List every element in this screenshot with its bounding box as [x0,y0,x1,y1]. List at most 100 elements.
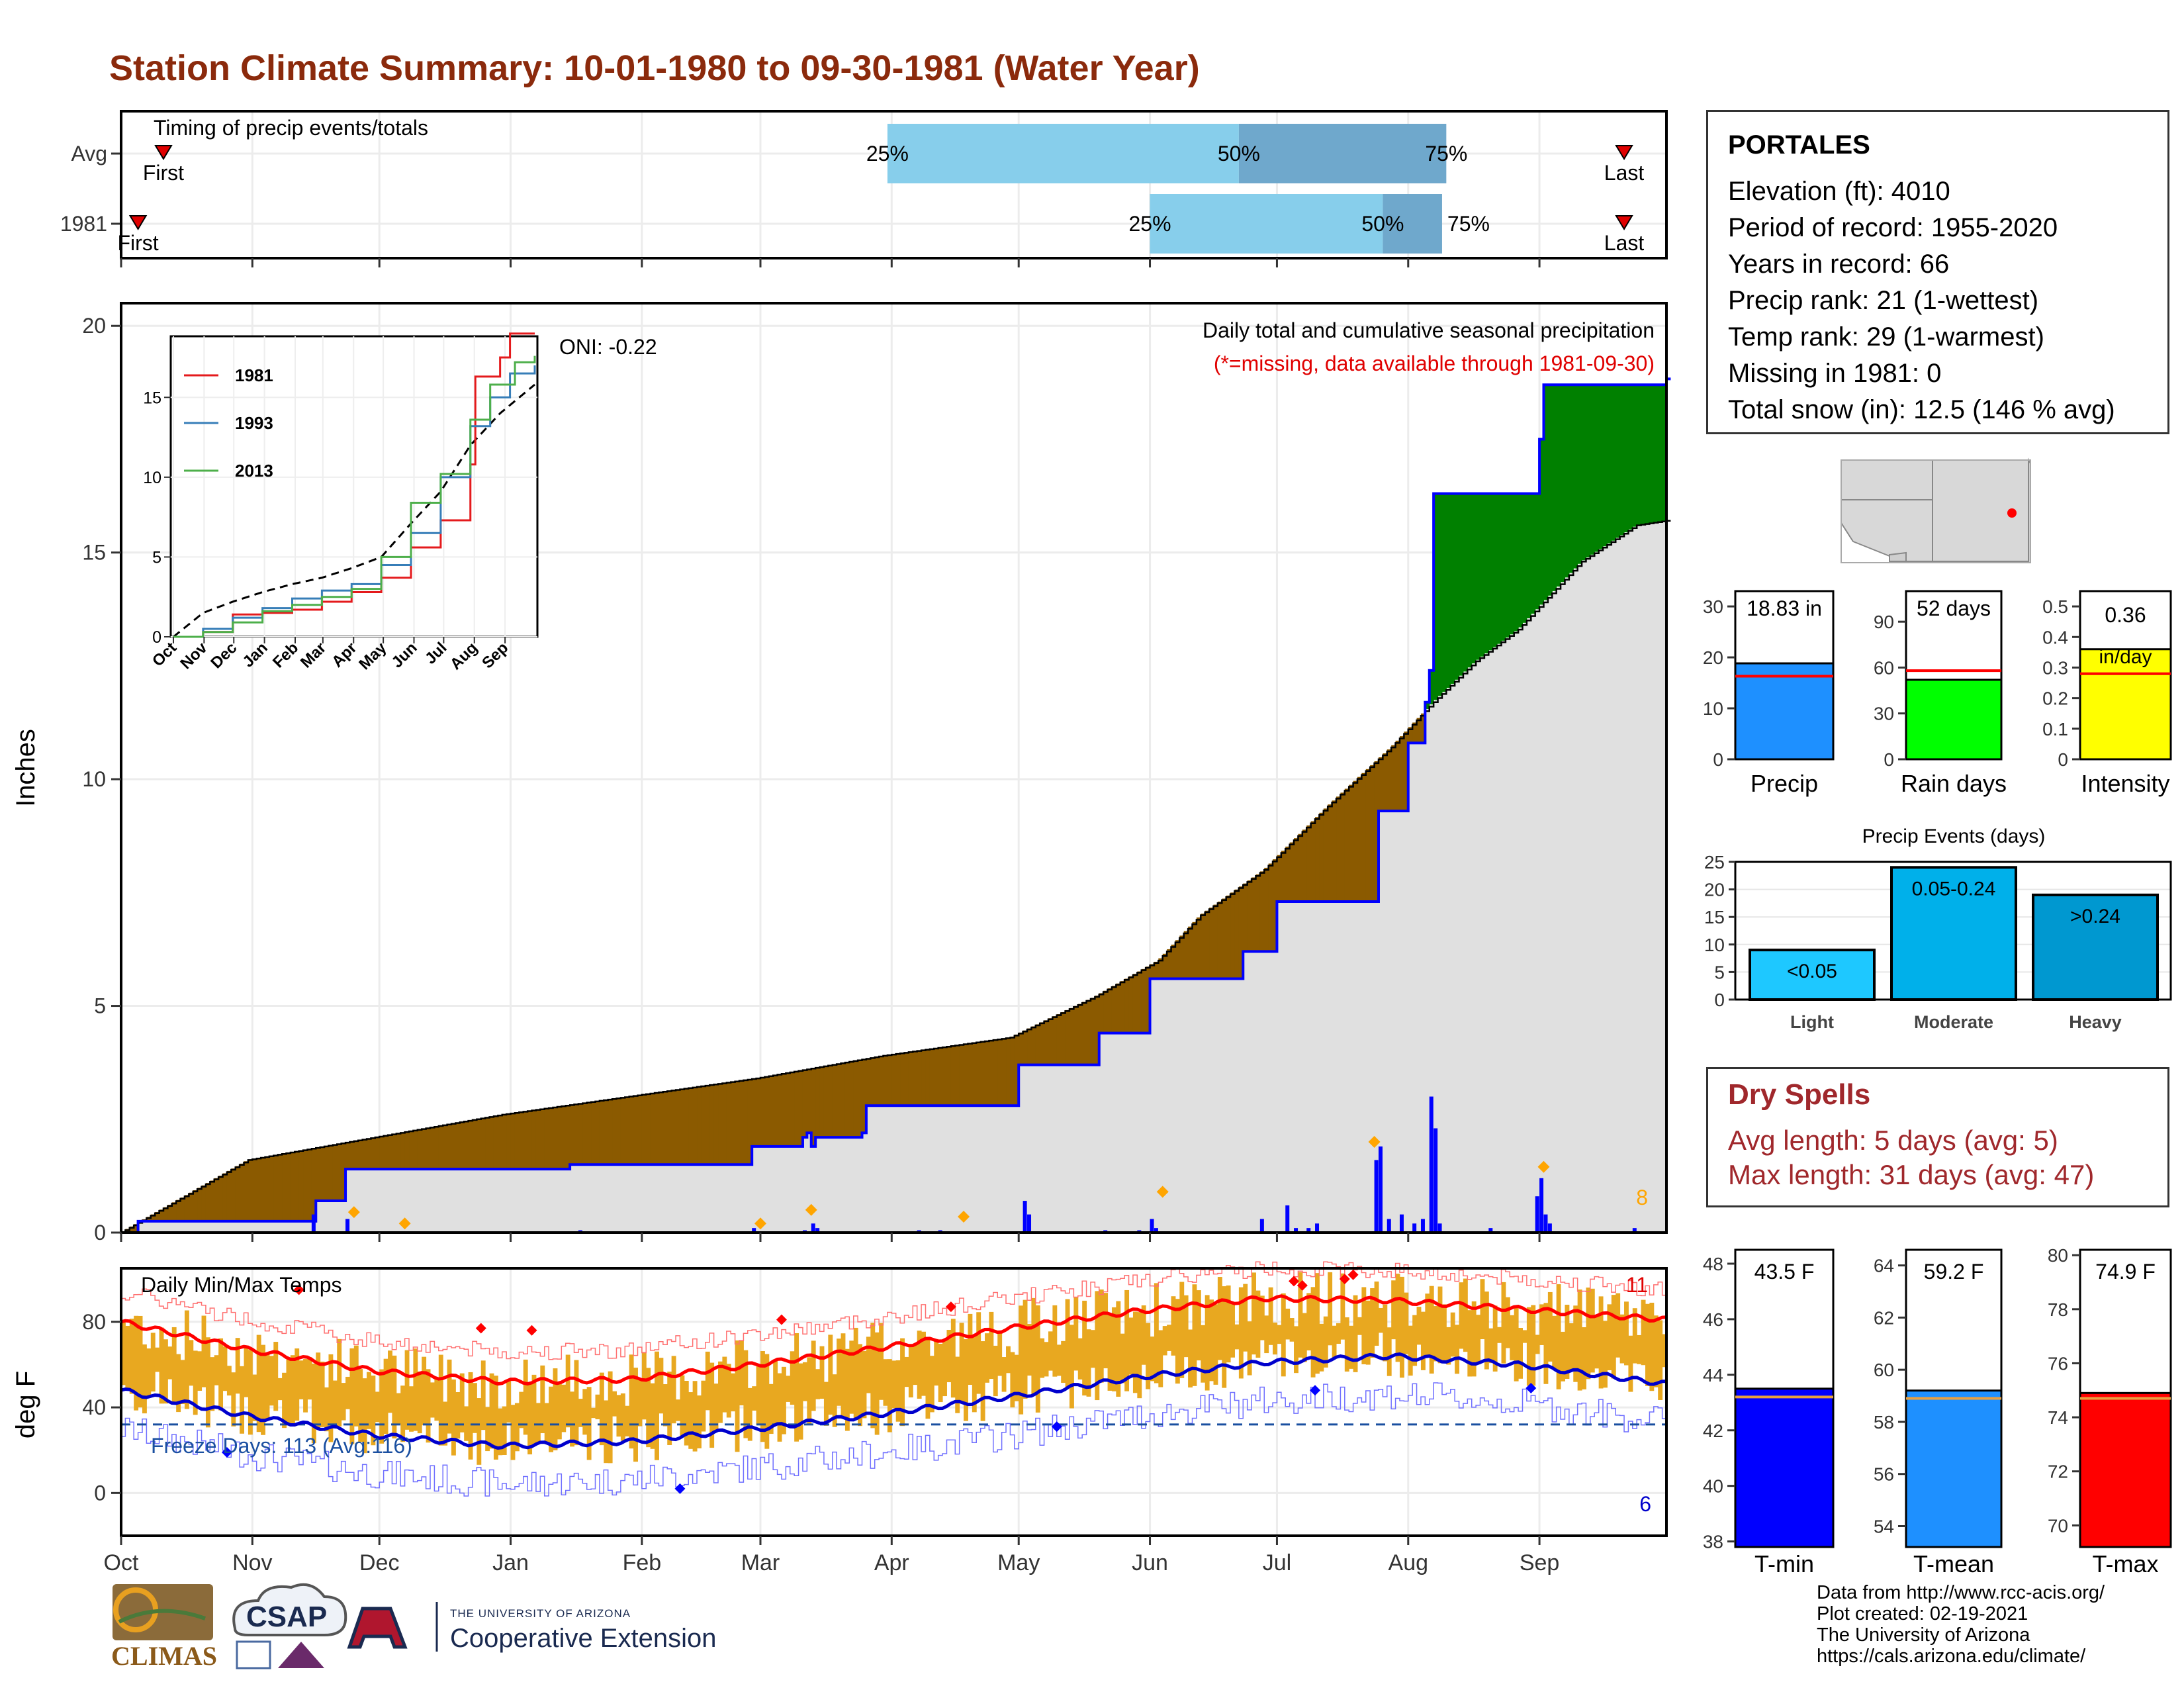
temp-daily-bar [379,1369,385,1444]
precip-deviation-fill [447,1124,452,1170]
precip-deviation-fill [1514,493,1519,632]
temp-daily-bar [938,1343,943,1403]
temp-daily-bar [1027,1323,1032,1376]
temp-daily-bar [1273,1322,1277,1355]
temp-daily-bar [1052,1305,1058,1377]
month-axis-label: Jun [1132,1550,1168,1575]
temp-daily-bar [1120,1333,1125,1383]
precip-deviation-fill [608,1099,613,1165]
temp-daily-bar [295,1348,300,1421]
precip-events-category: Light [1790,1012,1834,1032]
precip-daily-bar [1294,1228,1298,1233]
temp-daily-bar [1090,1330,1095,1368]
tmean_avg-y-tick-label: 58 [1874,1412,1894,1432]
precip-deviation-fill [459,1121,465,1170]
precip-deviation-fill [540,1109,545,1170]
precip-deviation-fill [1289,842,1295,902]
temp-daily-bar [1399,1276,1404,1378]
precip-deviation-fill [1056,1014,1062,1065]
precip-daily-bar [1315,1223,1320,1233]
precip-y-tick-label: 20 [82,314,106,338]
temp-record-low-marker [1525,1382,1537,1393]
inset-legend-label: 1993 [235,413,273,433]
precip-daily-bar [1023,1201,1027,1233]
precip-deviation-fill [311,1148,316,1221]
precip-deviation-fill [929,1049,934,1106]
tmax_avg-y-tick-label: 70 [2048,1515,2068,1536]
temp-daily-bar [218,1338,224,1411]
precip-deviation-fill [705,1085,710,1165]
precip-deviation-fill [527,1110,533,1170]
precip-daily-bar [1378,1146,1383,1233]
precip-deviation-fill [358,1140,363,1170]
precip-deviation-fill [1526,493,1531,618]
precip-deviation-fill [1205,910,1210,979]
temp-daily-bar [1425,1293,1430,1356]
temp-daily-bar [540,1365,545,1434]
temp-daily-bar [1281,1293,1286,1377]
precip-deviation-fill [1226,895,1231,979]
temp-daily-bar [1361,1287,1367,1364]
temp-daily-bar [1658,1320,1663,1400]
precip-deviation-fill [544,1108,549,1170]
temp-daily-bar [676,1399,680,1421]
precip-deviation-fill [553,1107,558,1170]
inset-x-tick-label: Apr [328,639,360,671]
temp-daily-bar [1175,1299,1180,1384]
precip-deviation-fill [832,1064,837,1138]
precip-deviation-fill [1069,1008,1074,1065]
precip-deviation-fill [1040,1022,1045,1065]
precip-deviation-fill [752,1078,757,1147]
precip-deviation-fill [768,1076,774,1147]
precip-events-title: Precip Events (days) [1862,825,2046,847]
precip-marker [1368,1136,1381,1149]
temp-daily-bar [1514,1305,1519,1382]
temp-daily-bar [163,1339,168,1404]
precip-deviation-fill [1565,385,1570,578]
temp-daily-bar [1001,1357,1007,1392]
precip_total-category-label: Precip [1751,770,1818,797]
precip-deviation-fill [968,1043,973,1106]
temp-daily-bar [1019,1305,1024,1415]
precip-deviation-fill [671,1090,676,1165]
inset-x-tick-label: Nov [177,639,211,673]
temp-daily-bar [146,1348,152,1396]
temp-daily-bar [701,1380,706,1432]
precip-deviation-fill [1150,964,1155,979]
precip-deviation-fill [1162,953,1167,979]
intensity-y-tick-label: 0.4 [2042,627,2068,647]
precip-deviation-fill [1378,757,1383,812]
temp-daily-bar [1238,1287,1244,1379]
temp-daily-bar [1031,1297,1036,1395]
precip-deviation-fill [409,1131,414,1170]
temp-daily-bar [1547,1291,1553,1362]
temp-daily-bar [650,1383,655,1449]
precip-note: (*=missing, data available through 1981-… [1214,352,1655,375]
temp-daily-bar [1103,1293,1109,1369]
precip-deviation-fill [1146,966,1151,1033]
temp-daily-bar [1209,1299,1214,1382]
credit-line: Plot created: 02-19-2021 [1817,1603,2028,1624]
precip-deviation-fill [1476,493,1481,660]
temp-daily-bar [332,1380,338,1425]
temp-daily-bar [900,1338,905,1427]
precip-deviation-fill [1332,800,1337,902]
temp-daily-bar [1340,1273,1345,1340]
temp-daily-bar [1349,1325,1354,1369]
temp-daily-bar [298,1360,304,1399]
temp-daily-bar [375,1391,380,1423]
precip-deviation-fill [1061,1011,1066,1065]
precip-events-value-label: 0.05-0.24 [1912,878,1996,900]
precip-deviation-fill [493,1115,498,1170]
precip-deviation-fill [240,1163,245,1221]
temp-daily-bar [261,1344,266,1435]
tmin_avg-y-tick-label: 40 [1703,1476,1723,1497]
temp-daily-bar [819,1346,825,1399]
temp-daily-bar [1561,1331,1565,1382]
precip-deviation-fill [858,1060,863,1138]
precip-deviation-fill [451,1123,456,1170]
temp-daily-bar [1323,1316,1328,1368]
precip-deviation-fill [676,1090,681,1165]
temp-daily-bar [498,1408,503,1456]
temp-daily-bar [972,1336,977,1413]
